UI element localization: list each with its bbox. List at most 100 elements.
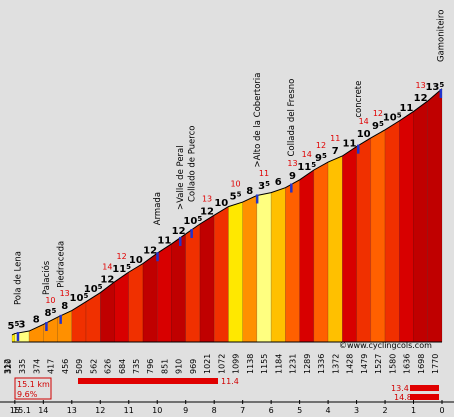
altitude-label: 1580 xyxy=(388,354,397,374)
gradient-label: 3 xyxy=(18,319,25,330)
max-gradient-label: 12 xyxy=(316,141,326,150)
gradient-label: 12 xyxy=(100,274,114,285)
place-markers xyxy=(16,89,443,342)
gradient-label-decimal: 5 xyxy=(379,120,384,128)
gradient-segment xyxy=(342,146,357,343)
x-tick-label: 4 xyxy=(326,406,331,415)
gradient-label: 95 xyxy=(372,120,384,132)
x-tick-label: 5 xyxy=(297,406,302,415)
gradient-segment xyxy=(199,214,215,343)
gradient-label-decimal: 5 xyxy=(322,152,327,160)
altitude-label: 851 xyxy=(160,359,169,374)
place-label: Collado de Puerco xyxy=(187,126,197,202)
gradient-segment xyxy=(427,88,443,343)
gradient-label-decimal: 5 xyxy=(237,190,242,198)
stat-max-bar xyxy=(78,378,218,384)
x-axis: 15 14 13 12 11 10 9 8 7 6 5 4 3 2 1 015.1 xyxy=(0,400,454,415)
gradient-segment xyxy=(142,252,158,343)
max-gradient-label: 14 xyxy=(302,150,312,159)
altitude-label: 910 xyxy=(175,359,184,374)
stats-box xyxy=(14,377,52,400)
gradient-label: 85 xyxy=(45,307,57,319)
altitude-label: 1479 xyxy=(360,354,369,374)
gradient-label: 8 xyxy=(61,301,68,312)
gradient-segment xyxy=(399,110,414,343)
gradient-label: 11 xyxy=(342,138,356,149)
altitude-label: 1636 xyxy=(403,354,412,374)
altitude-label: 1336 xyxy=(317,354,326,374)
place-label: concrete xyxy=(354,81,364,118)
altitude-label: 312 xyxy=(3,359,12,374)
gradient-label: 55 xyxy=(8,320,20,332)
x-tick-label: 8 xyxy=(212,406,217,415)
gradient-label: 12 xyxy=(143,245,157,256)
place-marker xyxy=(59,314,62,324)
altitude-label: 1698 xyxy=(417,354,426,374)
gradient-label-decimal: 5 xyxy=(98,283,103,291)
gradient-label: 12 xyxy=(172,226,186,237)
altitude-label: 562 xyxy=(89,359,98,374)
max-gradient-label: 12 xyxy=(117,252,127,261)
place-label: >Valle de Peral xyxy=(176,145,186,210)
altitude-label: 1072 xyxy=(217,354,226,374)
stats-panel: 15.1 km 9.6% 11.4 13.4 14.8 xyxy=(14,377,439,402)
gradient-segment xyxy=(256,192,272,343)
altitude-label: 1138 xyxy=(246,354,255,374)
gradient-segment xyxy=(356,137,372,343)
x-tick-label: 10 xyxy=(152,406,162,415)
gradient-label-decimal: 5 xyxy=(83,292,88,300)
max-gradient-label: 11 xyxy=(259,169,269,178)
max-gradient-label: 13 xyxy=(287,159,297,168)
gradient-label: 12 xyxy=(200,207,214,218)
altitude-label: 1155 xyxy=(260,354,269,374)
gradient-segment xyxy=(242,195,258,343)
place-marker xyxy=(156,252,159,262)
gradient-label: 12 xyxy=(414,93,428,104)
place-label: Pola de Lena xyxy=(14,251,24,305)
gradient-segment xyxy=(156,243,172,343)
stat-last-half-bar xyxy=(410,394,439,400)
gradient-label: 10 xyxy=(357,129,371,140)
altitude-label: 320 xyxy=(4,359,13,374)
gradient-segment xyxy=(270,187,286,343)
gradient-segment xyxy=(285,179,300,343)
profile-outline xyxy=(11,88,443,343)
stat-distance: 15.1 km xyxy=(17,380,50,389)
max-gradient-label: 13 xyxy=(416,81,426,90)
gradient-label-decimal: 5 xyxy=(14,320,19,328)
place-label: Collada del Fresno xyxy=(287,79,297,157)
x-tick-label: 11 xyxy=(124,406,134,415)
max-gradient-label: 10 xyxy=(45,296,55,305)
altitude-label: 1289 xyxy=(303,354,312,374)
altitude-label: 1184 xyxy=(274,354,283,374)
x-tick-label: 13 xyxy=(67,406,77,415)
altitude-label: 1231 xyxy=(289,354,298,374)
max-gradient-label: 11 xyxy=(330,134,340,143)
altitude-label: 796 xyxy=(146,359,155,374)
place-marker xyxy=(179,236,182,246)
x-tick-label: 2 xyxy=(382,406,387,415)
x-start-label: 15.1 xyxy=(13,406,31,415)
altitude-label: 1428 xyxy=(346,354,355,374)
x-tick-label: 6 xyxy=(269,406,274,415)
place-label: >Alto de la Cobertoria xyxy=(253,72,263,167)
gradient-segment xyxy=(128,263,144,343)
x-tick-label: 1 xyxy=(411,406,416,415)
place-marker xyxy=(45,321,48,331)
max-gradient-label: 12 xyxy=(373,109,383,118)
gradient-label-decimal: 5 xyxy=(197,215,202,223)
altitude-label: 1021 xyxy=(203,354,212,374)
profile-line xyxy=(11,88,443,336)
place-label: Armada xyxy=(153,192,163,225)
place-label: Piedraceda xyxy=(56,241,66,288)
altitude-label: 456 xyxy=(61,359,70,374)
x-tick-label: 14 xyxy=(38,406,48,415)
gradient-label: 10 xyxy=(129,255,143,266)
altitude-label: 626 xyxy=(104,359,113,374)
gradient-label: 35 xyxy=(258,180,270,192)
gradient-segments xyxy=(11,88,443,343)
gradient-segment xyxy=(185,223,201,343)
